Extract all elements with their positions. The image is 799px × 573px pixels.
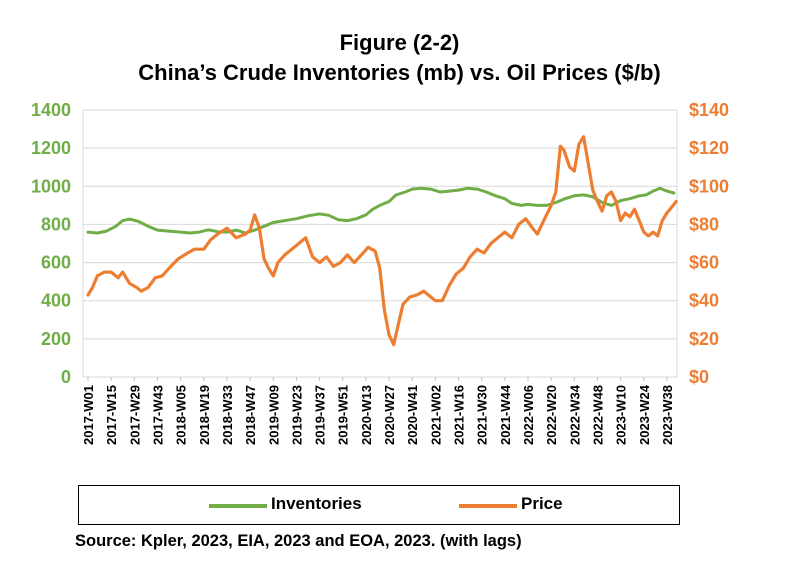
x-tick-label: 2019-W51 <box>336 385 351 445</box>
x-tick-label: 2018-W05 <box>174 385 189 445</box>
series-line-price <box>86 135 678 347</box>
x-tick-label: 2019-W23 <box>289 385 304 445</box>
source-note: Source: Kpler, 2023, EIA, 2023 and EOA, … <box>75 532 522 550</box>
x-tick-label: 2018-W47 <box>243 385 258 445</box>
x-tick-label: 2021-W16 <box>452 385 467 445</box>
y-left-tick-label: 200 <box>41 329 71 349</box>
y-right-tick-label: $100 <box>689 176 729 196</box>
y-right-tick-label: $40 <box>689 291 719 311</box>
x-tick-label: 2018-W33 <box>220 385 235 445</box>
y-left-tick-label: 400 <box>41 291 71 311</box>
chart-title: Figure (2-2) <box>339 30 460 55</box>
legend-price-label: Price <box>521 494 563 513</box>
x-tick-label: 2021-W02 <box>428 385 443 445</box>
legend-inventories-swatch <box>209 504 267 508</box>
series-line-inventories <box>86 186 676 235</box>
y-left-tick-label: 1200 <box>31 138 71 158</box>
x-tick-label: 2017-W29 <box>127 385 142 445</box>
x-tick-label: 2022-W48 <box>590 385 605 445</box>
legend: Inventories Price <box>78 485 680 525</box>
x-tick-label: 2023-W24 <box>637 384 652 445</box>
x-tick-label: 2018-W19 <box>197 385 212 445</box>
y-right-tick-label: $140 <box>689 100 729 120</box>
x-tick-label: 2019-W09 <box>266 385 281 445</box>
x-tick-label: 2020-W13 <box>359 385 374 445</box>
x-tick-label: 2017-W15 <box>104 385 119 445</box>
x-tick-label: 2022-W06 <box>521 385 536 445</box>
x-tick-label: 2017-W43 <box>150 385 165 445</box>
plot-area <box>82 109 678 378</box>
x-tick-label: 2017-W01 <box>81 385 96 445</box>
y-right-tick-label: $120 <box>689 138 729 158</box>
x-tick-label: 2022-W34 <box>567 384 582 445</box>
y-right-tick-label: $20 <box>689 329 719 349</box>
y-left-tick-label: 1400 <box>31 100 71 120</box>
y-left-tick-label: 0 <box>61 367 71 387</box>
legend-inventories-label: Inventories <box>271 494 362 513</box>
y-left-tick-label: 1000 <box>31 176 71 196</box>
x-tick-label: 2023-W10 <box>614 385 629 445</box>
x-tick-label: 2019-W37 <box>313 385 328 445</box>
y-right-tick-label: $0 <box>689 367 709 387</box>
y-left-tick-label: 600 <box>41 253 71 273</box>
x-tick-label: 2021-W44 <box>498 384 513 445</box>
legend-price-swatch <box>459 504 517 508</box>
x-tick-label: 2023-W38 <box>660 385 675 445</box>
y-right-tick-label: $80 <box>689 214 719 234</box>
y-right-tick-label: $60 <box>689 253 719 273</box>
x-tick-label: 2020-W41 <box>405 385 420 445</box>
x-tick-label: 2021-W30 <box>475 385 490 445</box>
chart-subtitle: China’s Crude Inventories (mb) vs. Oil P… <box>138 60 661 85</box>
x-tick-label: 2022-W20 <box>544 385 559 445</box>
y-left-tick-label: 800 <box>41 214 71 234</box>
x-tick-label: 2020-W27 <box>382 385 397 445</box>
